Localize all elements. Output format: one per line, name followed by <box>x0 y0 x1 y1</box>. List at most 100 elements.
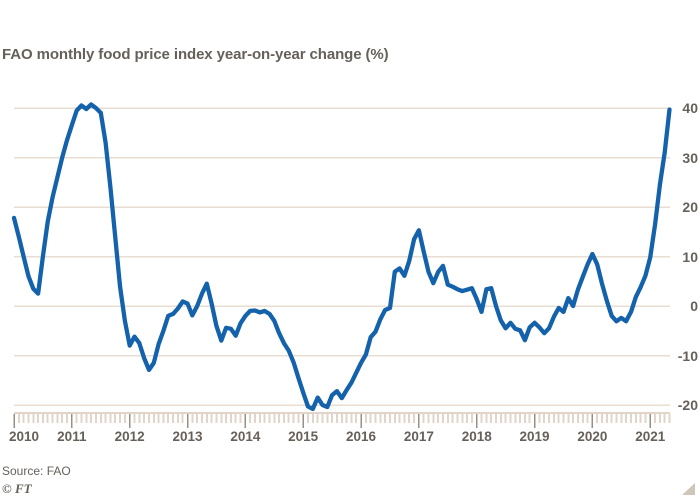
month-tick <box>605 414 608 423</box>
year-tick <box>475 414 478 428</box>
month-tick <box>210 414 213 423</box>
year-tick <box>13 414 15 428</box>
x-tick-label: 2012 <box>114 429 145 444</box>
year-tick <box>186 414 189 428</box>
ft-credit: © FT <box>2 481 32 496</box>
gridline <box>14 305 670 307</box>
month-tick <box>548 414 551 423</box>
month-tick <box>519 414 522 423</box>
month-tick <box>615 414 618 423</box>
gridline <box>14 255 670 258</box>
month-tick <box>567 414 570 423</box>
month-tick <box>292 414 295 423</box>
month-tick <box>466 414 469 423</box>
month-tick <box>263 414 266 423</box>
month-tick <box>37 414 40 423</box>
month-tick <box>374 414 377 423</box>
month-tick <box>369 414 372 423</box>
year-tick <box>649 414 651 428</box>
month-tick <box>620 414 623 423</box>
year-tick <box>244 414 247 428</box>
month-tick <box>451 414 454 423</box>
month-tick <box>181 414 184 423</box>
gridline <box>14 156 670 159</box>
month-tick <box>523 414 526 423</box>
month-tick <box>538 414 541 423</box>
month-tick <box>143 414 146 423</box>
month-tick <box>432 414 435 423</box>
month-tick <box>572 414 575 423</box>
x-tick-label: 2018 <box>461 429 492 444</box>
month-tick <box>215 414 218 423</box>
gridline <box>14 404 670 406</box>
month-tick <box>191 414 194 423</box>
year-tick <box>128 414 131 428</box>
month-tick <box>51 414 54 423</box>
month-tick <box>94 414 97 423</box>
month-tick <box>311 414 314 423</box>
month-tick <box>658 414 661 423</box>
month-tick <box>80 414 83 423</box>
month-tick <box>586 414 589 423</box>
x-tick-label: 2016 <box>346 429 377 444</box>
month-tick <box>331 414 334 423</box>
month-tick <box>364 414 367 423</box>
month-tick <box>176 414 179 423</box>
x-tick-label: 2015 <box>288 429 319 444</box>
month-tick <box>307 414 310 423</box>
month-tick <box>610 414 613 423</box>
month-tick <box>393 414 396 423</box>
y-tick-label: 20 <box>682 199 698 215</box>
year-tick <box>591 414 594 428</box>
month-tick <box>514 414 517 423</box>
month-tick <box>384 414 387 423</box>
month-tick <box>654 414 657 423</box>
month-tick <box>268 414 271 423</box>
y-tick-label: -10 <box>677 347 698 364</box>
month-tick <box>388 414 391 423</box>
year-tick <box>71 414 73 428</box>
year-tick <box>302 414 304 428</box>
month-tick <box>229 414 232 423</box>
x-tick-label: 2010 <box>8 429 40 444</box>
x-tick-label: 2011 <box>57 429 87 444</box>
gridline <box>14 354 670 357</box>
month-tick <box>557 414 560 423</box>
x-tick-label: 2020 <box>577 429 608 444</box>
month-tick <box>205 414 208 423</box>
month-tick <box>427 414 430 423</box>
month-tick <box>22 414 25 423</box>
month-tick <box>239 414 242 423</box>
month-tick <box>422 414 425 423</box>
y-tick-label: 40 <box>682 100 698 116</box>
month-tick <box>321 414 324 423</box>
gridline <box>14 107 670 109</box>
month-tick <box>196 414 199 423</box>
month-tick <box>56 414 59 423</box>
month-tick <box>345 414 348 423</box>
month-tick <box>167 414 170 423</box>
month-tick <box>495 414 497 423</box>
month-tick <box>668 414 671 423</box>
month-tick <box>596 414 599 423</box>
month-tick <box>157 414 160 423</box>
month-tick <box>61 414 64 423</box>
month-tick <box>85 414 88 423</box>
month-tick <box>335 414 338 423</box>
month-tick <box>398 414 401 423</box>
x-tick-label: 2013 <box>172 429 203 444</box>
month-tick <box>644 414 647 423</box>
month-tick <box>75 414 78 423</box>
month-tick <box>528 414 531 423</box>
month-tick <box>138 414 141 423</box>
x-tick-label: 2017 <box>403 429 434 444</box>
month-tick <box>576 414 579 423</box>
y-tick-label: -20 <box>677 397 698 413</box>
month-tick <box>413 414 416 423</box>
month-tick <box>109 414 112 423</box>
month-tick <box>504 414 507 423</box>
month-tick <box>152 414 155 423</box>
month-tick <box>543 414 546 423</box>
